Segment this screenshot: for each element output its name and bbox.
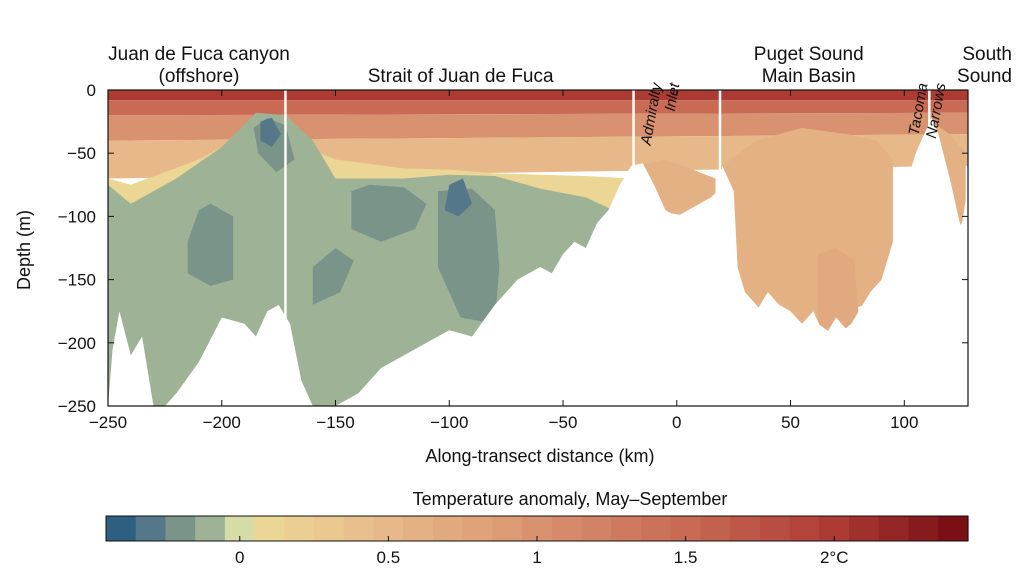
colorbar-bin [938,516,969,541]
anomaly-field [817,248,859,337]
colorbar-bin [106,516,137,541]
y-tick-label: −250 [58,397,96,416]
colorbar-bin [462,516,493,541]
colorbar-bin [878,516,910,541]
colorbar-bin [343,516,375,541]
anomaly-field [351,184,427,242]
colorbar-tick-label: 1.5 [674,548,698,567]
colorbar-bin [492,516,523,541]
colorbar-bin [789,516,820,541]
anomaly-field [108,100,968,116]
x-axis-title: Along-transect distance (km) [425,446,654,466]
y-tick-label: −100 [58,207,96,226]
colorbar-bin [849,516,880,541]
x-tick-label: −50 [549,413,578,432]
y-tick-label: 0 [87,81,96,100]
colorbar-bin [551,516,583,541]
x-tick-label: −150 [316,413,354,432]
plot-area [107,89,969,407]
region-label: Puget Sound [754,44,864,65]
colorbar-bin [581,516,612,541]
colorbar-bin [135,516,166,541]
x-tick-label: −200 [203,413,241,432]
colorbar-bin [195,516,226,541]
x-tick-label: 0 [672,413,681,432]
colorbar-bin [611,516,642,541]
anomaly-field [108,90,968,101]
anomaly-field [187,203,234,286]
x-tick-label: 100 [890,413,918,432]
colorbar-title: Temperature anomaly, May–September [413,489,728,509]
colorbar-bin [165,516,196,541]
anomaly-field [722,127,893,324]
anomaly-field [108,112,968,141]
x-tick-label: 50 [781,413,800,432]
colorbar-tick-label: 0.5 [377,548,401,567]
axes: Along-transect distance (km) Depth (m) −… [14,81,968,466]
x-tick-label: −100 [430,413,468,432]
colorbar-bin [403,516,434,541]
y-axis-title: Depth (m) [14,210,34,290]
colorbar-tick-label: 0 [235,548,244,567]
colorbar-bin [730,516,761,541]
x-tick-label: −250 [89,413,127,432]
colorbar-tick-label: 2°C [820,548,849,567]
y-tick-label: −50 [67,144,96,163]
y-tick-label: −150 [58,271,96,290]
colorbar-bin [433,516,464,541]
colorbar-bin [254,516,285,541]
colorbar-bin [314,516,345,541]
y-tick-label: −200 [58,334,96,353]
colorbar: Temperature anomaly, May–September 0 0.5 1… [105,489,969,567]
anomaly-field [444,178,472,217]
colorbar-bin [908,516,939,541]
plot-frame [107,89,969,407]
region-label: Sound [957,66,1012,87]
anomaly-field [437,188,500,324]
region-label: South [962,44,1012,65]
region-label: Inlet [662,81,684,113]
colorbar-tick-label: 1 [532,548,541,567]
anomaly-field [312,248,354,305]
region-label: Strait of Juan de Fuca [368,66,554,87]
seafloor [108,117,968,406]
region-label: Main Basin [762,66,856,87]
colorbar-bin [759,516,791,541]
colorbar-bin [700,516,731,541]
region-label: Juan de Fuca canyon [108,44,290,65]
anomaly-field [260,117,281,147]
colorbar-bin [284,516,315,541]
region-label: (offshore) [159,66,240,87]
colorbar-bin [641,516,672,541]
